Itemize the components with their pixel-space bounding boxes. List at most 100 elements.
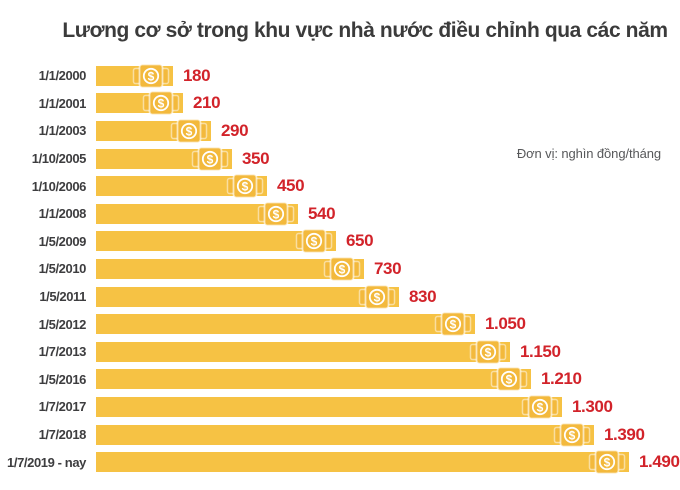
category-label: 1/1/2000: [38, 68, 87, 84]
dollar-banknote-icon: $: [132, 63, 170, 89]
bar-row: 1/1/2001 $ 210: [0, 90, 680, 118]
bar: $: [96, 90, 183, 116]
bar: $: [96, 394, 562, 420]
svg-text:$: $: [207, 152, 214, 166]
svg-text:$: $: [158, 97, 165, 111]
bar: $: [96, 256, 364, 282]
bar-row: 1/5/2016 $ 1.210: [0, 366, 680, 394]
bar: $: [96, 339, 510, 365]
bar-area: $ 730: [96, 256, 402, 282]
bar-area: $ 290: [96, 118, 249, 144]
bar-area: $ 830: [96, 284, 437, 309]
bar-area: $ 1.050: [96, 311, 526, 337]
category-label: 1/10/2005: [31, 151, 87, 167]
category-label: 1/7/2017: [38, 399, 87, 415]
svg-text:$: $: [506, 373, 513, 387]
value-label: 1.300: [572, 396, 613, 416]
svg-text:$: $: [311, 235, 318, 249]
dollar-banknote-icon: $: [521, 394, 559, 420]
bar-row: 1/5/2010 $ 730: [0, 255, 680, 283]
bar-area: $ 1.390: [96, 422, 645, 447]
category-label: 1/10/2006: [31, 178, 87, 194]
dollar-banknote-icon: $: [226, 173, 264, 199]
svg-text:$: $: [242, 180, 249, 194]
svg-text:$: $: [604, 456, 611, 470]
svg-text:$: $: [186, 124, 193, 138]
dollar-banknote-icon: $: [142, 90, 180, 116]
bar: $: [96, 366, 531, 392]
value-label: 180: [183, 65, 211, 85]
bar: $: [96, 422, 594, 447]
category-label: 1/7/2013: [38, 344, 87, 360]
bar-row: 1/5/2011 $ 830: [0, 283, 680, 311]
svg-text:$: $: [485, 345, 492, 359]
dollar-banknote-icon: $: [434, 311, 472, 337]
bar-row: 1/7/2019 - nay $ 1.490: [0, 448, 680, 476]
bar-row: 1/7/2018 $ 1.390: [0, 421, 680, 449]
value-label: 290: [221, 120, 249, 140]
bar-row: 1/10/2005 $ 350: [0, 145, 680, 173]
bar-row: 1/5/2012 $ 1.050: [0, 310, 680, 338]
dollar-banknote-icon: $: [295, 228, 333, 254]
svg-text:$: $: [339, 262, 346, 276]
bar: $: [96, 63, 173, 89]
category-label: 1/5/2012: [38, 316, 87, 332]
value-label: 540: [308, 203, 336, 223]
bar-row: 1/7/2013 $ 1.150: [0, 338, 680, 366]
category-label: 1/5/2009: [38, 233, 87, 249]
dollar-banknote-icon: $: [553, 422, 591, 447]
svg-text:$: $: [273, 207, 280, 221]
value-label: 350: [242, 148, 270, 168]
value-label: 1.150: [520, 341, 561, 361]
svg-text:$: $: [148, 69, 155, 83]
value-label: 1.210: [541, 369, 582, 389]
category-label: 1/5/2011: [39, 289, 86, 305]
dollar-banknote-icon: $: [490, 366, 528, 392]
chart-title: Lương cơ sở trong khu vực nhà nước điều …: [62, 19, 668, 42]
bar-area: $ 540: [96, 201, 336, 227]
bar-area: $ 1.210: [96, 366, 582, 392]
svg-text:$: $: [569, 428, 576, 442]
bar-area: $ 1.300: [96, 394, 613, 420]
value-label: 1.050: [485, 314, 526, 334]
dollar-banknote-icon: $: [257, 201, 295, 227]
bar-row: 1/7/2017 $ 1.300: [0, 393, 680, 421]
category-label: 1/1/2003: [38, 123, 87, 139]
bar: $: [96, 173, 267, 199]
bar-area: $ 1.150: [96, 339, 561, 365]
dollar-banknote-icon: $: [588, 449, 626, 475]
bar-area: $ 1.490: [96, 449, 680, 475]
bar: $: [96, 311, 475, 337]
category-label: 1/1/2001: [38, 95, 87, 111]
value-label: 1.390: [604, 424, 645, 444]
value-label: 650: [346, 231, 374, 251]
bar: $: [96, 284, 399, 309]
bar: $: [96, 449, 629, 475]
bar-row: 1/5/2009 $ 650: [0, 228, 680, 256]
dollar-banknote-icon: $: [358, 284, 396, 309]
value-label: 450: [277, 176, 305, 196]
bar-area: $ 180: [96, 63, 211, 89]
svg-text:$: $: [537, 400, 544, 414]
value-label: 210: [193, 93, 221, 113]
value-label: 730: [374, 258, 402, 278]
value-label: 830: [409, 286, 437, 306]
dollar-banknote-icon: $: [323, 256, 361, 282]
bar-row: 1/1/2003 $ 290: [0, 117, 680, 145]
category-label: 1/1/2008: [38, 206, 87, 222]
bar-row: 1/1/2008 $ 540: [0, 200, 680, 228]
bar: $: [96, 146, 232, 171]
dollar-banknote-icon: $: [170, 118, 208, 144]
svg-text:$: $: [450, 318, 457, 332]
dollar-banknote-icon: $: [191, 146, 229, 171]
bar-area: $ 350: [96, 146, 270, 171]
bar: $: [96, 228, 336, 254]
category-label: 1/5/2016: [38, 371, 87, 387]
category-label: 1/7/2018: [38, 427, 87, 443]
bar-area: $ 450: [96, 173, 305, 199]
bar-area: $ 650: [96, 228, 374, 254]
bar: $: [96, 201, 298, 227]
unit-note: Đơn vị: nghìn đồng/tháng: [516, 146, 661, 161]
svg-text:$: $: [374, 290, 381, 304]
